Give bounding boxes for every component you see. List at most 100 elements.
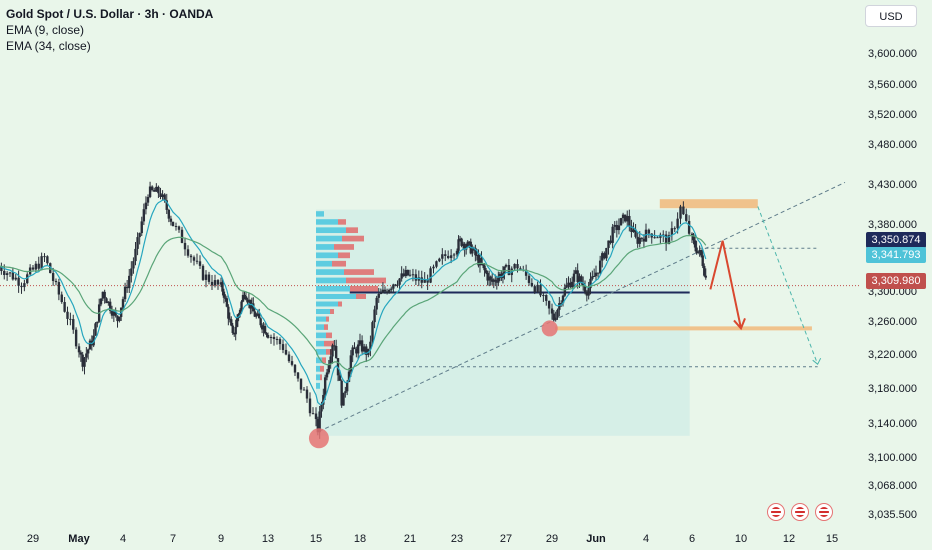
us-flag-event-icon[interactable] bbox=[815, 503, 833, 521]
candle-body bbox=[477, 254, 480, 266]
candle-body bbox=[128, 275, 131, 289]
candle-body bbox=[596, 272, 600, 274]
candles bbox=[0, 181, 707, 439]
candle-body bbox=[101, 291, 105, 299]
candle-body bbox=[587, 288, 590, 296]
candle-body bbox=[444, 254, 447, 256]
volume-bar-buy bbox=[316, 332, 326, 339]
candle-body bbox=[72, 319, 75, 330]
candle-body bbox=[676, 218, 679, 229]
candle-body bbox=[336, 358, 340, 376]
candle-body bbox=[513, 264, 516, 269]
candle-body bbox=[576, 270, 579, 283]
x-tick-label: 13 bbox=[262, 533, 274, 545]
candle-body bbox=[695, 247, 698, 253]
y-tick-label: 3,100.000 bbox=[868, 452, 917, 464]
ema-34-price-tag: 3,350.874 bbox=[866, 232, 926, 248]
candle-body bbox=[365, 346, 368, 355]
candle-body bbox=[272, 336, 276, 339]
candle-body bbox=[487, 276, 491, 281]
volume-bar-buy bbox=[316, 309, 330, 314]
candle-body bbox=[163, 194, 166, 201]
candle-body bbox=[630, 225, 633, 233]
volume-bar-sell bbox=[332, 260, 346, 267]
candle-body bbox=[227, 306, 230, 319]
candle-body bbox=[116, 315, 119, 322]
candle-body bbox=[167, 209, 171, 219]
candle-body bbox=[392, 284, 395, 289]
candle-body bbox=[362, 346, 366, 352]
y-tick-label: 3,035.500 bbox=[868, 509, 917, 521]
ema-34-line bbox=[0, 235, 707, 371]
volume-bar-sell bbox=[356, 294, 366, 299]
y-tick-label: 3,068.000 bbox=[868, 480, 917, 492]
volume-bar-sell bbox=[338, 301, 342, 307]
candle-body bbox=[130, 268, 133, 276]
volume-bar-sell bbox=[320, 374, 322, 381]
candle-body bbox=[402, 273, 405, 277]
y-tick-label: 3,480.000 bbox=[868, 139, 917, 151]
candle-body bbox=[574, 270, 578, 274]
candle-body bbox=[486, 272, 489, 281]
candle-body bbox=[494, 279, 497, 282]
candle-body bbox=[228, 318, 232, 320]
projection-dashed-line bbox=[757, 206, 819, 365]
candle-body bbox=[495, 281, 499, 283]
ema-lines bbox=[0, 199, 707, 405]
candle-body bbox=[594, 272, 598, 276]
candle-body bbox=[125, 286, 129, 289]
candle-body bbox=[180, 229, 184, 243]
candle-body bbox=[371, 322, 374, 342]
candle-body bbox=[66, 311, 69, 319]
candle-body bbox=[406, 269, 410, 276]
candle-body bbox=[146, 197, 150, 203]
candle-body bbox=[85, 353, 88, 358]
candle-body bbox=[43, 256, 46, 258]
candle-body bbox=[605, 247, 608, 259]
candle-body bbox=[580, 276, 583, 284]
candle-body bbox=[51, 273, 55, 281]
x-tick-label: 9 bbox=[218, 533, 224, 545]
candle-body bbox=[136, 237, 139, 249]
candle-body bbox=[86, 349, 90, 354]
candle-body bbox=[613, 224, 616, 227]
candle-body bbox=[394, 284, 397, 286]
candle-body bbox=[174, 225, 178, 227]
x-tick-label: 29 bbox=[546, 533, 558, 545]
candle-body bbox=[484, 270, 488, 273]
candle-body bbox=[545, 295, 548, 301]
candle-body bbox=[269, 336, 273, 338]
candle-body bbox=[519, 268, 522, 270]
us-flag-event-icon[interactable] bbox=[767, 503, 785, 521]
ema-9-price-tag: 3,341.793 bbox=[866, 247, 926, 263]
candle-body bbox=[325, 372, 329, 378]
candle-body bbox=[647, 229, 651, 234]
volume-bar-sell bbox=[346, 277, 386, 284]
candle-body bbox=[314, 413, 318, 420]
candle-body bbox=[192, 257, 196, 261]
candle-body bbox=[237, 313, 240, 318]
candle-body bbox=[438, 258, 441, 262]
candle-body bbox=[114, 311, 117, 316]
volume-bar-sell bbox=[326, 316, 329, 322]
candle-body bbox=[615, 224, 619, 231]
candle-body bbox=[685, 214, 688, 221]
candle-body bbox=[171, 221, 175, 226]
volume-bar-sell bbox=[346, 227, 358, 234]
candle-body bbox=[458, 238, 462, 240]
us-flag-event-icon[interactable] bbox=[791, 503, 809, 521]
candle-body bbox=[138, 233, 141, 238]
candle-body bbox=[195, 260, 199, 262]
candle-body bbox=[107, 301, 110, 304]
candle-body bbox=[320, 404, 323, 412]
candle-body bbox=[83, 357, 86, 367]
x-tick-label: 12 bbox=[783, 533, 795, 545]
volume-bar-buy bbox=[316, 301, 338, 307]
volume-bar-buy bbox=[316, 227, 346, 234]
candle-body bbox=[435, 261, 438, 267]
volume-profile bbox=[316, 211, 386, 389]
candle-body bbox=[498, 273, 502, 278]
candle-body bbox=[373, 309, 376, 323]
currency-button[interactable]: USD bbox=[865, 5, 917, 27]
